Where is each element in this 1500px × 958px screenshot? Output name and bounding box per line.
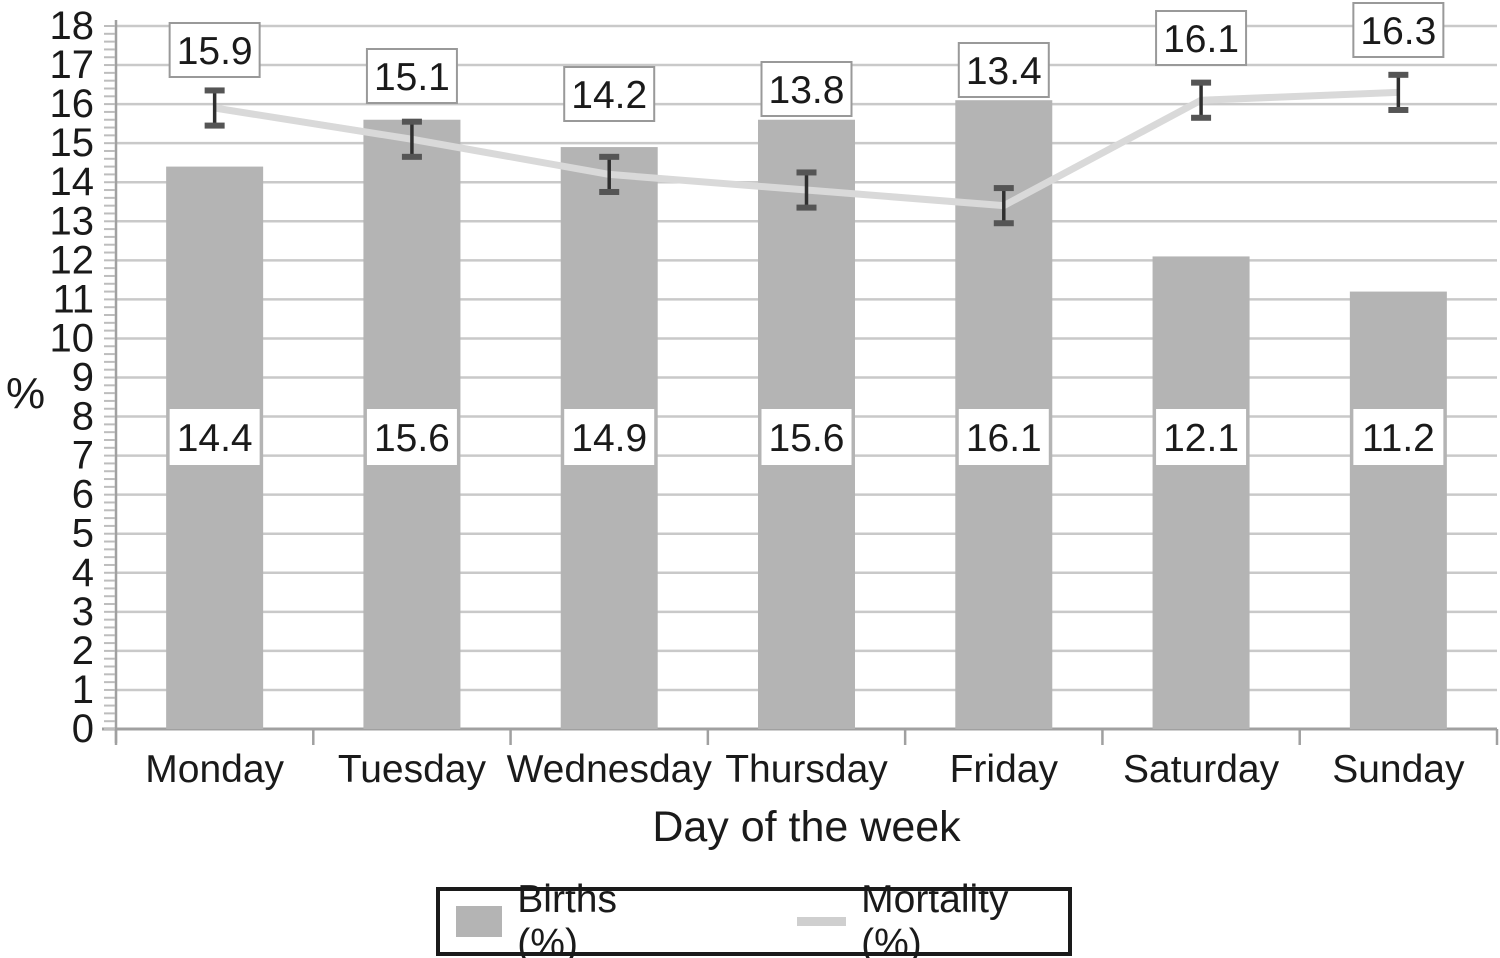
y-tick-label: 11	[52, 277, 94, 321]
y-tick-label: 13	[50, 199, 95, 243]
births-value-label: 14.4	[177, 417, 253, 460]
mortality-value-label-box	[365, 48, 458, 104]
births-bar-swatch-icon	[456, 906, 503, 937]
error-bar-cap-bottom	[204, 122, 225, 129]
y-axis-title: %	[6, 369, 46, 418]
births-value-label: 14.9	[571, 417, 647, 460]
error-bar-cap-top	[796, 169, 817, 176]
births-value-label: 15.6	[374, 417, 450, 460]
x-category-label: Saturday	[1123, 748, 1280, 791]
x-category-label: Monday	[145, 748, 284, 791]
y-tick-label: 2	[72, 629, 94, 673]
births-value-label-box	[564, 409, 655, 465]
bar-sunday	[1349, 291, 1447, 729]
y-tick-label: 6	[72, 473, 94, 517]
mortality-value-label-box	[957, 42, 1050, 98]
y-tick-label: 4	[72, 551, 94, 595]
births-legend-label: Births (%)	[517, 877, 617, 958]
legend-item-births: Births (%)	[456, 878, 679, 958]
y-tick-label: 12	[50, 238, 95, 282]
births-value-label: 12.1	[1163, 417, 1239, 460]
error-bar-cap-top	[204, 87, 225, 94]
mortality-value-label-box	[563, 66, 656, 122]
mortality-value-label: 15.1	[374, 56, 450, 99]
mortality-legend-label: Mortality (%)	[861, 877, 1009, 958]
mortality-value-label: 13.4	[966, 50, 1042, 93]
error-bar-cap-top	[599, 153, 620, 160]
error-bar-cap-top	[401, 118, 422, 125]
births-value-label-box	[958, 409, 1049, 465]
births-value-label: 11.2	[1362, 417, 1435, 460]
error-bar-cap-top	[1388, 71, 1409, 78]
error-bar-cap-bottom	[1388, 106, 1409, 113]
mortality-value-label-box	[1155, 10, 1248, 66]
births-value-label: 15.6	[769, 417, 845, 460]
bar-saturday	[1152, 256, 1250, 729]
x-axis-title: Day of the week	[652, 803, 961, 851]
births-value-label-box	[169, 409, 260, 465]
error-bar-cap-bottom	[993, 220, 1014, 227]
y-tick-label: 1	[72, 668, 94, 712]
x-category-label: Thursday	[725, 748, 888, 791]
y-tick-label: 5	[72, 512, 94, 556]
x-category-label: Sunday	[1332, 748, 1465, 791]
legend: Births (%) Mortality (%)	[436, 878, 1072, 958]
error-bar-cap-top	[1191, 79, 1212, 86]
y-tick-label: 16	[50, 82, 95, 126]
error-bar-cap-bottom	[599, 188, 620, 195]
y-tick-label: 9	[72, 356, 94, 400]
mortality-line-swatch-icon	[796, 917, 847, 926]
mortality-value-label-box	[760, 61, 853, 117]
y-tick-label: 18	[50, 4, 95, 48]
x-category-label: Wednesday	[507, 748, 713, 791]
y-tick-label: 17	[50, 43, 95, 87]
mortality-value-label: 13.8	[769, 69, 845, 112]
y-tick-label: 10	[50, 316, 95, 360]
error-bar-cap-bottom	[1191, 114, 1212, 121]
births-value-label-box	[1353, 409, 1444, 465]
births-value-label-box	[1156, 409, 1247, 465]
mortality-value-label: 15.9	[177, 30, 253, 73]
births-value-label-box	[366, 409, 457, 465]
error-bar-cap-top	[993, 185, 1014, 192]
mortality-value-label: 16.1	[1163, 18, 1239, 61]
y-tick-label: 7	[72, 434, 94, 478]
mortality-value-label-box	[1352, 2, 1445, 58]
x-category-label: Tuesday	[338, 748, 487, 791]
error-bar-cap-bottom	[401, 153, 422, 160]
error-bar-cap-bottom	[796, 204, 817, 211]
mortality-value-label-box	[168, 22, 261, 78]
births-value-label: 16.1	[966, 417, 1042, 460]
mortality-value-label: 16.3	[1360, 10, 1436, 53]
y-tick-label: 8	[72, 395, 94, 439]
y-tick-label: 14	[50, 160, 95, 204]
legend-item-mortality: Mortality (%)	[796, 877, 1068, 958]
y-tick-label: 0	[72, 707, 94, 751]
mortality-value-label: 14.2	[571, 74, 647, 117]
y-tick-label: 3	[72, 590, 94, 634]
x-category-label: Friday	[950, 748, 1059, 791]
y-tick-label: 15	[50, 121, 95, 165]
births-value-label-box	[761, 409, 852, 465]
